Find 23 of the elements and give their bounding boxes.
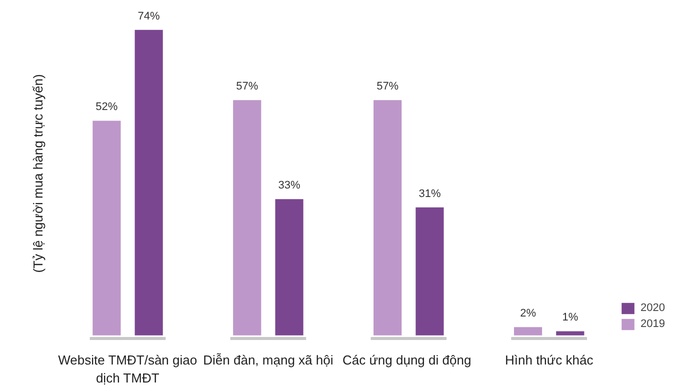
bar: [134, 30, 163, 336]
x-tick-label: Hình thức khác: [505, 352, 594, 368]
bar: [416, 207, 444, 336]
legend-label: 2019: [640, 318, 665, 330]
x-tick-label: Diễn đàn, mạng xã hội: [203, 352, 334, 368]
data-label: 33%: [278, 180, 300, 192]
data-label: 57%: [236, 80, 258, 92]
x-tick-label: Các ứng dụng di động: [342, 352, 472, 368]
bar: [556, 331, 584, 336]
x-tick-label: Website TMĐT/sàn giao dịch TMĐT: [58, 352, 198, 386]
bar: [233, 100, 262, 336]
data-label: 52%: [96, 101, 118, 114]
data-label: 1%: [562, 312, 578, 324]
bar: [92, 120, 121, 336]
data-label: 74%: [138, 10, 160, 22]
bar: [514, 327, 542, 336]
data-label: 57%: [376, 80, 399, 92]
bar: [275, 199, 304, 336]
bar: [374, 100, 402, 336]
y-axis-title: (Tỷ lệ người mua hàng trực tuyến): [30, 74, 46, 273]
data-label: 2%: [520, 308, 536, 320]
legend-label: 2020: [640, 302, 665, 314]
data-label: 31%: [418, 188, 441, 200]
